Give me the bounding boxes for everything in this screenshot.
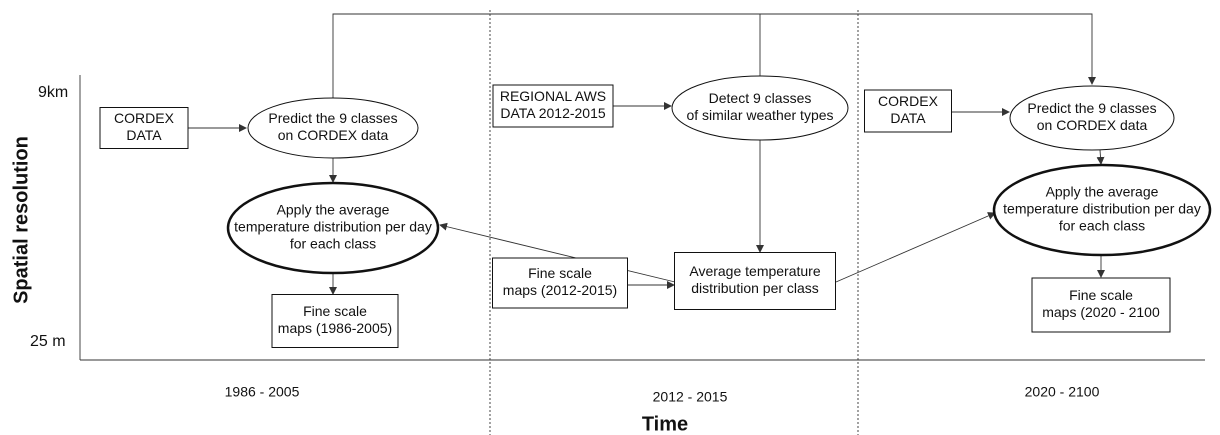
period-label: 2012 - 2015 xyxy=(653,389,728,405)
node-label: maps (1986-2005) xyxy=(278,320,392,336)
box xyxy=(1031,277,1171,333)
period-label: 1986 - 2005 xyxy=(225,384,300,400)
box xyxy=(492,84,614,128)
box xyxy=(271,294,399,348)
connector xyxy=(332,13,1096,98)
node-label: Fine scale xyxy=(303,303,367,319)
node-label: Predict the 9 classes xyxy=(268,110,397,126)
arrow xyxy=(439,222,676,283)
node-label: maps (2012-2015) xyxy=(503,282,617,298)
node-label: Predict the 9 classes xyxy=(1027,100,1156,116)
node-label: CORDEX xyxy=(878,93,939,109)
node-label: temperature distribution per day xyxy=(1003,201,1201,217)
node-label: CORDEX xyxy=(114,110,175,126)
node-label: on CORDEX data xyxy=(278,127,389,143)
node-label: Fine scale xyxy=(528,265,592,281)
node-label: distribution per class xyxy=(691,280,819,296)
node-label: DATA xyxy=(890,110,926,126)
ellipse xyxy=(992,163,1212,257)
node-label: Apply the average xyxy=(1046,184,1159,200)
node-label: for each class xyxy=(290,236,376,252)
y-axis-label: Spatial resolution xyxy=(10,136,32,304)
y-tick-label: 25 m xyxy=(30,333,66,350)
node-label: on CORDEX data xyxy=(1037,117,1148,133)
node-label: Apply the average xyxy=(277,202,390,218)
box xyxy=(99,107,189,149)
node-label: Fine scale xyxy=(1069,287,1133,303)
node-label: REGIONAL AWS xyxy=(500,88,606,104)
node-label: Average temperature xyxy=(689,263,820,279)
period-label: 2020 - 2100 xyxy=(1025,384,1100,400)
box xyxy=(492,257,628,309)
node-label: maps (2020 - 2100 xyxy=(1042,304,1160,320)
box xyxy=(674,252,836,310)
arrow xyxy=(1096,149,1105,165)
node-label: DATA xyxy=(126,127,162,143)
ellipse xyxy=(226,181,440,275)
node-label: temperature distribution per day xyxy=(234,219,432,235)
arrow xyxy=(835,212,996,283)
node-label: of similar weather types xyxy=(686,107,833,123)
ellipse xyxy=(671,75,849,141)
node-label: DATA 2012-2015 xyxy=(500,105,606,121)
box xyxy=(864,89,952,133)
node-label: Detect 9 classes xyxy=(709,90,812,106)
y-tick-label: 9km xyxy=(38,84,68,101)
ellipse xyxy=(1009,85,1175,151)
x-axis-label: Time xyxy=(642,413,688,435)
ellipse xyxy=(247,97,419,159)
node-label: for each class xyxy=(1059,218,1145,234)
